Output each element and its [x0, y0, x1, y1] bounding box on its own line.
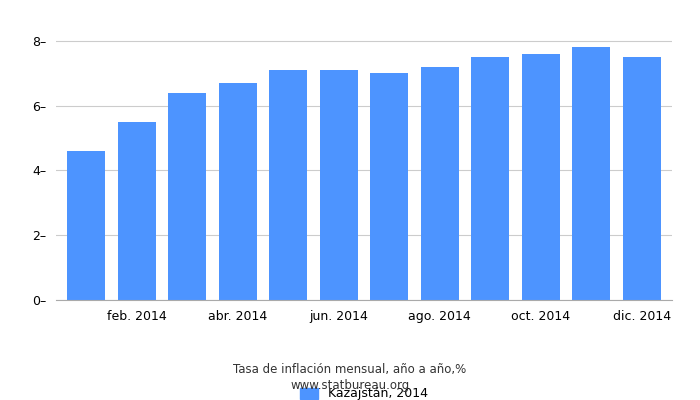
Bar — [421, 67, 458, 300]
Bar — [270, 70, 307, 300]
Bar — [118, 122, 155, 300]
Legend: Kazajstán, 2014: Kazajstán, 2014 — [295, 382, 433, 400]
Text: www.statbureau.org: www.statbureau.org — [290, 380, 410, 392]
Bar — [370, 73, 408, 300]
Bar — [168, 93, 206, 300]
Bar — [522, 54, 560, 300]
Bar — [320, 70, 358, 300]
Bar — [623, 57, 661, 300]
Text: Tasa de inflación mensual, año a año,%: Tasa de inflación mensual, año a año,% — [233, 364, 467, 376]
Bar — [573, 48, 610, 300]
Bar — [219, 83, 257, 300]
Bar — [471, 57, 509, 300]
Bar — [67, 151, 105, 300]
